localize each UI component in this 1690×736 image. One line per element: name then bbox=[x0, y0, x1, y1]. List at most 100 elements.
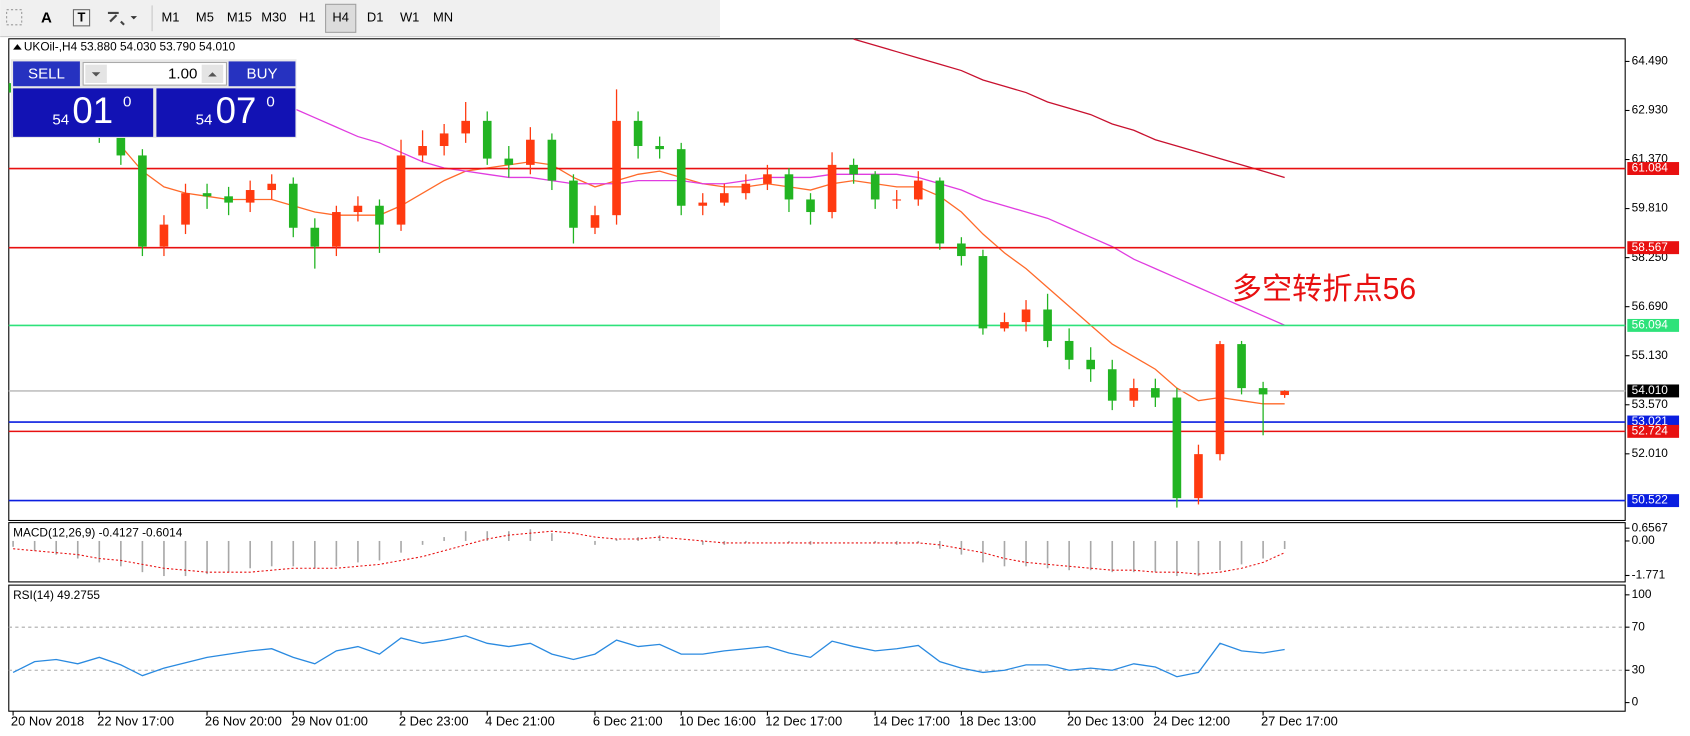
ask-sup: 0 bbox=[266, 93, 274, 110]
level-tag bbox=[1627, 162, 1680, 175]
x-tick-label: 29 Nov 01:00 bbox=[291, 713, 368, 728]
icon bbox=[130, 16, 138, 20]
candle-body bbox=[267, 183, 277, 191]
candle-body bbox=[181, 193, 190, 225]
x-tick-label: 20 Dec 13:00 bbox=[1067, 713, 1144, 728]
y-tick-label: 53.570 bbox=[1632, 397, 1669, 411]
moving-average bbox=[853, 38, 1285, 179]
y-tick-label: 64.490 bbox=[1632, 54, 1669, 68]
ask-box[interactable] bbox=[156, 88, 296, 137]
toolbar-button[interactable]: M30 bbox=[261, 10, 286, 25]
icon: T bbox=[78, 10, 86, 25]
macd-bar bbox=[1262, 540, 1264, 559]
candle-body bbox=[353, 205, 363, 213]
lots-field[interactable] bbox=[82, 61, 227, 86]
icon bbox=[6, 9, 23, 26]
macd-bar bbox=[1240, 540, 1243, 565]
macd-bar bbox=[141, 540, 144, 573]
macd-bar bbox=[1154, 540, 1157, 573]
candle-body bbox=[741, 183, 751, 194]
bid-main: 01 bbox=[72, 90, 113, 131]
candle-body bbox=[763, 174, 772, 184]
y-tick-label: 56.690 bbox=[1632, 299, 1669, 313]
candle-body bbox=[1107, 369, 1117, 401]
toolbar-button[interactable]: D1 bbox=[367, 10, 384, 25]
trade-panel: SELL 1.00 BUY 54 01 0 54 07 0 bbox=[10, 59, 297, 138]
x-tick-label: 24 Dec 12:00 bbox=[1153, 713, 1230, 728]
macd-bar bbox=[292, 540, 295, 567]
level-label: 54.010 bbox=[1632, 383, 1669, 397]
candle-body bbox=[310, 227, 320, 247]
buy-button[interactable] bbox=[228, 61, 296, 87]
toolbar bbox=[0, 0, 720, 37]
ask-main: 07 bbox=[216, 90, 257, 131]
macd-bar bbox=[120, 540, 122, 567]
candle-body bbox=[1021, 309, 1031, 323]
candle-body bbox=[1129, 388, 1139, 401]
macd-bar bbox=[227, 540, 230, 573]
level-label: 61.084 bbox=[1632, 161, 1669, 175]
toolbar-button[interactable]: M15 bbox=[227, 10, 252, 25]
toolbar-button[interactable]: A bbox=[41, 9, 52, 26]
candle-body bbox=[439, 133, 449, 147]
candle-body bbox=[806, 199, 815, 213]
x-tick-label: 20 Nov 2018 bbox=[11, 713, 84, 728]
level-label: 52.724 bbox=[1632, 423, 1669, 437]
active-button bbox=[325, 3, 357, 33]
toolbar-button[interactable]: M1 bbox=[161, 10, 179, 25]
y-tick-label: 62.930 bbox=[1632, 103, 1669, 117]
toolbar-button[interactable]: H4 bbox=[332, 10, 349, 25]
level-label: 50.522 bbox=[1632, 493, 1668, 507]
y-tick-label: 100 bbox=[1632, 587, 1652, 601]
toolbar-buttons: A M1 M5 M15 M30 H1 H4 D1 W1 MN bbox=[41, 3, 453, 33]
y-tick-label: 70 bbox=[1632, 619, 1646, 633]
candle-body bbox=[245, 190, 255, 203]
moving-average bbox=[271, 95, 1285, 326]
macd-bar bbox=[1219, 540, 1221, 571]
candle-body bbox=[224, 196, 233, 203]
candle-body bbox=[375, 205, 384, 225]
candle-body bbox=[1280, 390, 1289, 396]
macd-bar bbox=[1111, 540, 1114, 573]
level-tag bbox=[1627, 494, 1680, 508]
x-tick-label: 18 Dec 13:00 bbox=[959, 713, 1036, 728]
level-tag bbox=[1627, 424, 1680, 438]
macd-bar bbox=[982, 540, 984, 563]
sell-button[interactable] bbox=[13, 61, 80, 87]
y-tick-label: 55.130 bbox=[1632, 348, 1669, 362]
macd-bar bbox=[551, 533, 553, 541]
x-tick-label: 14 Dec 17:00 bbox=[873, 713, 950, 728]
toolbar-button[interactable]: W1 bbox=[400, 10, 419, 25]
x-tick-label: 22 Nov 17:00 bbox=[97, 713, 174, 728]
macd-bar bbox=[163, 540, 165, 577]
x-tick-label: 27 Dec 17:00 bbox=[1261, 713, 1338, 728]
candle-body bbox=[1086, 359, 1096, 370]
macd-bar bbox=[486, 531, 489, 541]
bid-box[interactable] bbox=[13, 88, 154, 137]
macd-bar bbox=[12, 540, 14, 547]
macd-bar bbox=[378, 540, 381, 561]
bid-sup: 0 bbox=[123, 93, 131, 110]
x-tick-label: 12 Dec 17:00 bbox=[765, 713, 842, 728]
macd-bar bbox=[443, 537, 445, 541]
macd-bar bbox=[270, 540, 273, 567]
toolbar-button[interactable]: MN bbox=[433, 10, 453, 25]
level-label: 58.567 bbox=[1632, 240, 1668, 254]
level-label: 53.021 bbox=[1632, 414, 1669, 428]
buy-label: BUY bbox=[247, 65, 278, 82]
candle-body bbox=[138, 155, 147, 247]
macd-bar bbox=[249, 540, 251, 569]
toolbar-button[interactable]: H1 bbox=[299, 10, 316, 25]
candle-body bbox=[633, 120, 643, 147]
macd-bar bbox=[529, 529, 532, 541]
toolbar-button[interactable]: M5 bbox=[196, 10, 214, 25]
candle-body bbox=[1258, 388, 1268, 395]
macd-bar bbox=[184, 540, 187, 577]
icon bbox=[107, 11, 125, 26]
macd-bar bbox=[1089, 540, 1092, 571]
macd-bar bbox=[1283, 540, 1286, 550]
y-tick-label: 0.00 bbox=[1632, 533, 1655, 547]
candle-body bbox=[418, 146, 427, 156]
candle-body bbox=[978, 256, 988, 329]
